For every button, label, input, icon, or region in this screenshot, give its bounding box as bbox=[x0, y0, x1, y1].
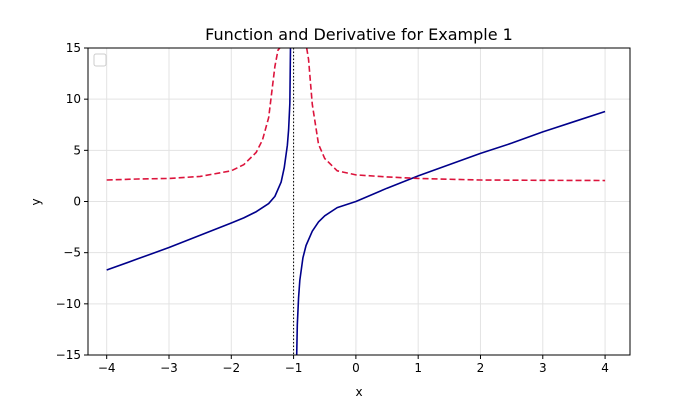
function-curve-segment-2 bbox=[295, 110, 606, 355]
x-axis-label: x bbox=[355, 385, 362, 399]
x-tick-label: 2 bbox=[477, 361, 485, 375]
x-tick-label: −2 bbox=[222, 361, 240, 375]
y-tick-label: 5 bbox=[73, 143, 81, 157]
y-tick-label: −10 bbox=[56, 297, 81, 311]
x-tick-label: 4 bbox=[601, 361, 609, 375]
y-tick-label: −5 bbox=[63, 246, 81, 260]
derivative-curve-segment-1 bbox=[106, 48, 281, 181]
y-tick-label: −15 bbox=[56, 348, 81, 362]
x-tick-label: 0 bbox=[352, 361, 360, 375]
x-tick-label: 3 bbox=[539, 361, 547, 375]
function-curve-segment-1 bbox=[106, 48, 292, 271]
y-tick-label: 0 bbox=[73, 195, 81, 209]
x-tick-label: −3 bbox=[160, 361, 178, 375]
chart-title: Function and Derivative for Example 1 bbox=[205, 25, 513, 44]
legend-box[interactable] bbox=[93, 53, 107, 67]
y-tick-label: 10 bbox=[66, 92, 81, 106]
x-tick-label: 1 bbox=[414, 361, 422, 375]
y-tick-label: 15 bbox=[66, 41, 81, 55]
series-group bbox=[106, 48, 606, 355]
y-axis-label: y bbox=[29, 198, 43, 205]
x-tick-label: −4 bbox=[98, 361, 116, 375]
derivative-curve-segment-2 bbox=[305, 48, 606, 182]
x-tick-label: −1 bbox=[285, 361, 303, 375]
